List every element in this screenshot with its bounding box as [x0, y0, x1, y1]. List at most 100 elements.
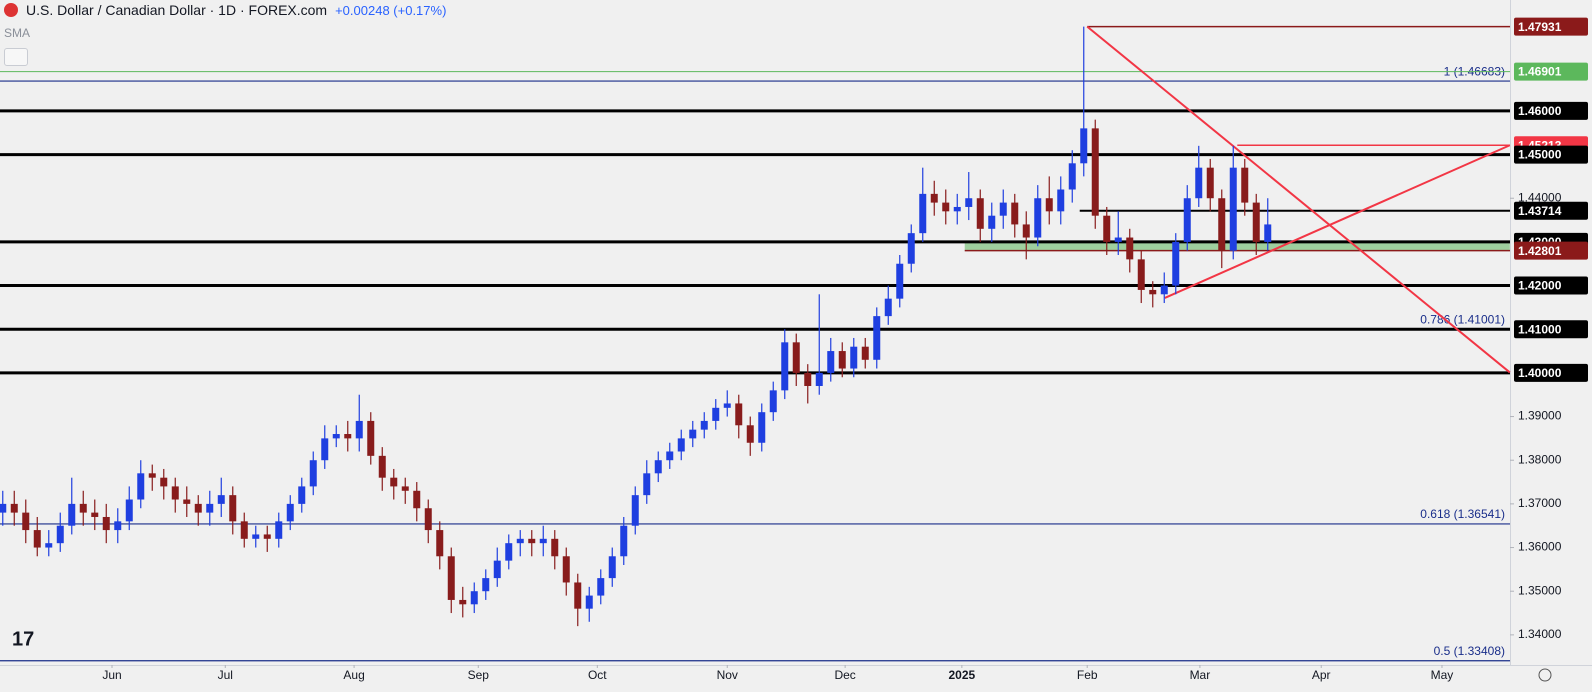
x-tick-label: Mar — [1190, 668, 1211, 682]
candle-body — [252, 534, 260, 539]
candle-body — [976, 198, 984, 229]
candle-body — [424, 508, 432, 531]
price-label: 1.47931 — [1518, 20, 1562, 34]
candle-body — [608, 556, 616, 579]
candle-body — [505, 543, 513, 561]
candle-body — [700, 420, 708, 430]
price-label: 1.40000 — [1518, 366, 1562, 380]
indicator-label[interactable]: SMA — [4, 26, 31, 40]
candle-body — [482, 578, 490, 592]
y-tick-label: 1.38000 — [1518, 452, 1562, 466]
candle-body — [91, 512, 99, 517]
candle-body — [677, 438, 685, 452]
candle-body — [838, 351, 846, 369]
candle-body — [942, 202, 950, 212]
candle-body — [712, 407, 720, 421]
candle-body — [815, 372, 823, 386]
candle-body — [999, 202, 1007, 216]
x-tick-label: Jun — [102, 668, 121, 682]
candle-body — [1103, 215, 1111, 242]
header: U.S. Dollar / Canadian Dollar · 1D · FOR… — [4, 2, 446, 18]
x-tick-label: 2025 — [949, 668, 976, 682]
candle-body — [355, 420, 363, 439]
price-label-box — [1514, 145, 1588, 164]
candle-body — [746, 425, 754, 443]
candle-body — [1034, 198, 1042, 238]
candle-body — [148, 473, 156, 478]
candle-body — [907, 233, 915, 264]
x-tick-label: Feb — [1077, 668, 1098, 682]
candle-body — [643, 473, 651, 496]
price-label: 1.46000 — [1518, 104, 1562, 118]
candle-body — [68, 503, 76, 526]
candle-body — [447, 556, 455, 600]
candle-body — [1057, 189, 1065, 212]
candle-body — [183, 499, 191, 504]
candle-body — [401, 486, 409, 491]
candle-body — [1045, 198, 1053, 212]
candle-body — [1022, 224, 1030, 238]
candle-body — [735, 403, 743, 426]
candle-body — [988, 215, 996, 229]
support-zone — [964, 243, 1510, 251]
trend-line — [1086, 25, 1511, 374]
candle-body — [896, 263, 904, 299]
candle-body — [1149, 289, 1157, 295]
price-label: 1.46901 — [1518, 65, 1562, 79]
candle-body — [1172, 241, 1180, 286]
x-tick-label: Apr — [1312, 668, 1331, 682]
fib-label: 0.5 (1.33408) — [1434, 644, 1505, 658]
candle-body — [1229, 167, 1237, 251]
candle-body — [275, 521, 283, 539]
x-tick-label: Aug — [343, 668, 364, 682]
candle-body — [56, 525, 64, 544]
candle-body — [470, 591, 478, 605]
candle-body — [574, 582, 582, 609]
price-label: 1.42801 — [1518, 244, 1562, 258]
candle-body — [137, 473, 145, 500]
candle-body — [114, 521, 122, 531]
fib-label: 0.618 (1.36541) — [1420, 507, 1505, 521]
y-tick-label: 1.35000 — [1518, 583, 1562, 597]
x-tick-label: Dec — [834, 668, 855, 682]
settings-icon[interactable] — [1538, 668, 1552, 682]
candle-body — [689, 429, 697, 439]
y-tick-label: 1.37000 — [1518, 496, 1562, 510]
candle-body — [286, 503, 294, 522]
candle-body — [1195, 167, 1203, 199]
y-tick-label: 1.36000 — [1518, 540, 1562, 554]
candle-body — [229, 495, 237, 522]
price-label-box — [1514, 201, 1588, 220]
candle-body — [171, 486, 179, 500]
price-label-box — [1514, 101, 1588, 120]
candle-body — [1126, 237, 1134, 260]
candle-body — [769, 390, 777, 413]
candle-body — [1080, 128, 1088, 164]
price-label-box — [1514, 17, 1588, 36]
chart-title: U.S. Dollar / Canadian Dollar · 1D · FOR… — [26, 2, 328, 18]
candle-body — [1241, 167, 1249, 203]
x-tick-label: Nov — [717, 668, 738, 682]
candle-body — [1183, 198, 1191, 242]
candle-body — [930, 193, 938, 203]
y-tick-label: 1.34000 — [1518, 627, 1562, 641]
candle-body — [263, 534, 271, 539]
candle-body — [194, 503, 202, 513]
flag-icon — [4, 3, 18, 17]
candle-body — [378, 455, 386, 478]
candle-body — [850, 346, 858, 369]
candle-body — [666, 451, 674, 461]
candle-body — [344, 434, 352, 439]
price-change: +0.00248 (+0.17%) — [335, 2, 447, 18]
candle-body — [528, 538, 536, 544]
logo: 17 — [12, 628, 34, 650]
candle-body — [390, 477, 398, 487]
candle-body — [953, 206, 961, 212]
candle-body — [884, 298, 892, 317]
candle-body — [1011, 202, 1019, 225]
x-tick-label: May — [1431, 668, 1454, 682]
collapse-button[interactable] — [4, 48, 28, 66]
candle-body — [240, 521, 248, 539]
fib-label: 0.786 (1.41001) — [1420, 312, 1505, 326]
